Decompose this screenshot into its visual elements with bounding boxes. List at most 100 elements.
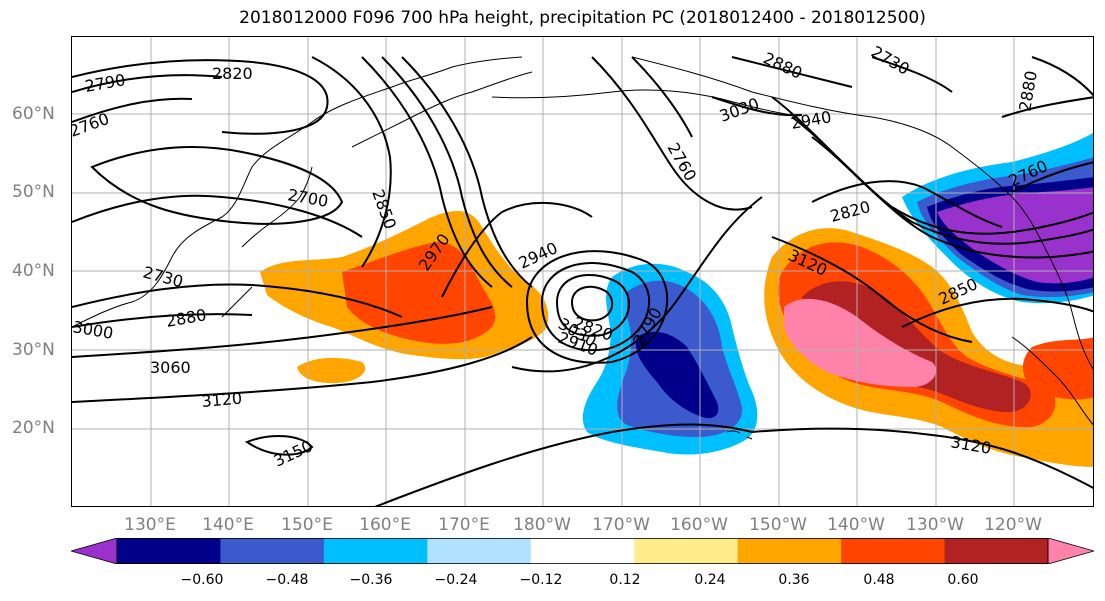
contour-label: 2790 [83,70,126,96]
contour-2850-curve [311,56,392,268]
lon-label-120w: 120°W [984,515,1042,535]
asia-coast [72,56,523,328]
alaska-coast [631,56,1093,370]
contour-label: 2880 [1015,69,1041,112]
colorbar-outline [116,538,1049,564]
contour-label: 2820 [212,64,253,83]
lon-label-150w: 150°W [749,515,807,535]
colorbar-segment [117,538,221,564]
colorbar-tick-label: 0.24 [694,572,726,588]
contour-3000-west [72,313,253,328]
lat-label-60n: 60°N [12,104,55,124]
precip-east-pacific-high [802,281,1031,413]
lat-label-50n: 50°N [12,182,55,202]
colorbar-segment [634,538,739,564]
contour-ridge-east-3 [811,136,1093,259]
colorbar-segment [530,538,635,564]
colorbar-extend-min [71,538,118,564]
contour-low-ring-4 [525,250,669,364]
colorbar-tick-label: −0.60 [180,572,224,588]
colorbar-tick-label: 0.36 [778,572,810,588]
contour-2850-east [631,56,693,138]
contour-low-ring-3 [540,262,651,352]
contour-2730 [72,194,363,238]
contour-labels: 2790 2820 2760 2700 2850 2730 2880 3000 … [72,42,1051,471]
contour-2940-east [1011,161,1093,193]
contour-trough-2 [381,56,513,288]
colorbar [71,538,1094,564]
contour-2820-far-east [1001,96,1093,118]
contour-3120 [72,336,533,403]
precip-subtropical-southeast [1023,337,1093,400]
colorbar-segment [944,538,1049,564]
lon-label-170w: 170°W [592,515,650,535]
contour-label: 2880 [164,305,207,331]
lon-label-160w: 160°W [670,515,728,535]
lon-label-130e: 130°E [124,515,176,535]
map-panel: 2790 2820 2760 2700 2850 2730 2880 3000 … [71,36,1094,507]
contour-2730-east [811,180,1003,228]
aleutian-arc [491,89,793,116]
lon-label-180w: 180°W [513,515,571,535]
contour-label: 2940 [789,107,832,133]
contour-2790-west [72,74,223,93]
contour-2910-arc [591,56,753,211]
colorbar-tick-label: −0.12 [519,572,563,588]
colorbar-tick-label: −0.48 [265,572,309,588]
contour-label: 2700 [286,185,329,211]
contour-2820-north-east [871,56,953,93]
colorbar-tick-label: 0.48 [863,572,895,588]
contour-2700-low [90,146,344,225]
colorbar-segment [427,538,532,564]
lon-label-160e: 160°E [359,515,411,535]
contour-2880-west [72,283,403,318]
precip-east-pacific-max [784,298,936,387]
lon-label-150e: 150°E [281,515,333,535]
contour-label: 3030 [717,94,762,126]
contour-trough-3 [401,56,533,288]
contour-2790-north [731,56,853,88]
contour-label: 2730 [141,263,185,292]
precip-small-cell [297,357,366,384]
kamchatka-coast [351,71,533,148]
contour-3030-east [901,297,1093,328]
lon-label-140w: 140°W [827,515,885,535]
colorbar-segment [737,538,842,564]
map-canvas: 2790 2820 2760 2700 2850 2730 2880 3000 … [72,37,1093,506]
lon-label-130w: 130°W [906,515,964,535]
contour-label: 2940 [516,238,561,272]
colorbar-tick-label: −0.36 [349,572,393,588]
graticule [72,37,1093,506]
precip-central-pacific-core [635,331,719,419]
contour-2850-north-east [1031,56,1093,97]
contour-3150 [244,435,314,456]
contour-2820-west [72,59,329,135]
contour-2760-west [72,97,193,123]
chart-title: 2018012000 F096 700 hPa height, precipit… [239,8,926,28]
lon-label-140e: 140°E [202,515,254,535]
lat-label-20n: 20°N [12,418,55,438]
contour-label: 2850 [368,187,400,232]
hawaii-islands [726,430,753,440]
coastlines [72,56,1093,440]
contour-3120-east [751,427,1093,489]
contour-label: 3120 [201,389,243,411]
colorbar-segment [220,538,325,564]
precip-negative-shading [582,133,1093,455]
lat-label-40n: 40°N [12,261,55,281]
mexico-coast [1011,336,1093,426]
lon-label-170e: 170°E [438,515,490,535]
colorbar-segments [71,538,1094,564]
contour-label: 2730 [868,42,913,79]
lat-label-30n: 30°N [12,340,55,360]
colorbar-tick-label: 0.60 [947,572,979,588]
contour-3120-south [374,423,753,506]
contour-label: 2820 [828,197,872,226]
contour-2880-east [771,236,973,343]
colorbar-tick-label: 0.12 [609,572,641,588]
colorbar-segment [323,538,428,564]
contour-3060 [72,306,493,358]
colorbar-tick-label: −0.24 [434,572,478,588]
contour-low-ring-2 [555,273,630,337]
contour-2970-ridge [441,201,593,298]
